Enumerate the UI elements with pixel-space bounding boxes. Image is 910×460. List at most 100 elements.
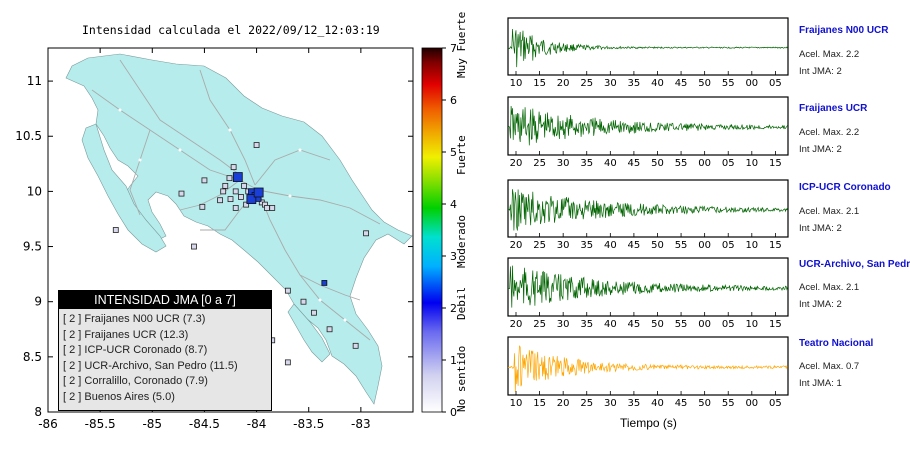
station-name-2: Fraijanes UCR	[799, 103, 868, 114]
time-tick-label: 35	[628, 78, 641, 89]
station-marker	[321, 280, 328, 286]
time-tick-label: 50	[651, 158, 664, 169]
station-name-5: Teatro Nacional	[799, 338, 874, 349]
map-frame	[47, 47, 414, 413]
time-tick-label: 20	[557, 78, 570, 89]
time-axis-label: Tiempo (s)	[620, 416, 677, 430]
time-tick-label: 10	[745, 319, 758, 330]
time-tick-label: 40	[604, 158, 617, 169]
time-tick-label: 25	[533, 319, 546, 330]
legend-title: INTENSIDAD JMA [0 a 7]	[59, 291, 271, 309]
station-marker	[232, 172, 243, 182]
station-marker-small	[232, 205, 239, 211]
colorbar-tick-label: 3	[450, 250, 457, 263]
station-marker-small	[311, 309, 317, 316]
time-tick-label: 20	[510, 319, 523, 330]
station-name-3: ICP-UCR Coronado	[799, 182, 891, 193]
time-tick-label: 50	[651, 319, 664, 330]
time-tick-label: 15	[533, 78, 546, 89]
colorbar-tick-label: 5	[450, 146, 457, 159]
time-tick-label: 30	[557, 158, 570, 169]
colorbar	[421, 47, 443, 413]
colorbar-label-muy-fuerte: Muy Fuerte	[455, 11, 468, 78]
lon-tick-label: -86	[38, 417, 58, 431]
time-tick-label: 05	[722, 319, 735, 330]
station-marker-small	[363, 230, 369, 237]
lon-tick-label: -84	[247, 417, 267, 431]
waveform-panel: 20 25 30 35 40 45 50 55 00 05 10 15	[507, 179, 789, 251]
time-tick-label: 55	[675, 319, 688, 330]
waveform-panel: 10 15 20 25 30 35 40 45 50 55 00 05	[507, 336, 789, 409]
station-marker-small	[300, 298, 307, 305]
time-tick-label: 15	[769, 158, 782, 169]
waveform-panel: 20 25 30 35 40 45 50 55 00 05 10 15	[507, 257, 789, 330]
time-tick-label: 35	[580, 319, 593, 330]
colorbar-label-no-sentido: No sentido	[455, 345, 468, 412]
time-tick-label: 45	[628, 158, 641, 169]
time-tick-label: 00	[745, 398, 758, 409]
station-jma-5: Int JMA: 1	[799, 378, 842, 389]
time-tick-label: 25	[533, 158, 546, 169]
station-marker-small	[220, 188, 227, 195]
time-tick-label: 05	[722, 158, 735, 169]
legend-row: [ 2 ] Fraijanes N00 UCR (7.3)	[63, 313, 206, 325]
station-marker-small	[226, 175, 233, 182]
waveform-panel: 20 25 30 35 40 45 50 55 00 05 10 15	[507, 96, 789, 169]
time-tick-label: 10	[745, 158, 758, 169]
lat-tick-label: 10.5	[15, 129, 42, 143]
colorbar-tick-label: 4	[450, 198, 457, 211]
time-tick-label: 25	[580, 78, 593, 89]
station-marker-small	[352, 342, 359, 349]
station-marker	[246, 194, 257, 205]
time-tick-label: 30	[604, 78, 617, 89]
colorbar-label-debil: Debil	[455, 286, 468, 320]
station-jma-4: Int JMA: 2	[799, 299, 842, 310]
time-tick-label: 10	[510, 398, 523, 409]
waveform-trace	[507, 105, 788, 146]
time-tick-label: 05	[769, 398, 782, 409]
time-tick-label: 55	[722, 398, 735, 409]
lat-tick-label: 9	[34, 295, 42, 309]
station-marker-small	[326, 326, 333, 333]
time-tick-label: 05	[722, 240, 735, 251]
time-tick-label: 40	[604, 240, 617, 251]
time-tick-label: 50	[651, 240, 664, 251]
station-accel-4: Acel. Max. 2.1	[799, 282, 860, 293]
time-tick-label: 20	[510, 158, 523, 169]
time-tick-label: 15	[769, 240, 782, 251]
lon-tick-label: -85	[142, 417, 162, 431]
time-tick-label: 00	[698, 158, 711, 169]
station-marker-small	[232, 188, 239, 195]
time-tick-label: 45	[675, 78, 688, 89]
station-marker-small	[199, 203, 206, 210]
station-accel-2: Acel. Max. 2.2	[799, 127, 860, 138]
station-marker-small	[191, 243, 197, 250]
time-tick-label: 50	[698, 398, 711, 409]
time-tick-label: 10	[510, 78, 523, 89]
time-tick-label: 45	[628, 319, 641, 330]
colorbar-tick-label: 0	[450, 406, 457, 419]
time-tick-label: 00	[698, 240, 711, 251]
station-accel-1: Acel. Max. 2.2	[799, 49, 860, 60]
station-marker-small	[201, 177, 208, 184]
time-tick-label: 25	[580, 398, 593, 409]
lon-tick-label: -83.5	[293, 417, 324, 431]
waveform-trace	[507, 345, 788, 393]
lat-tick-label: 11	[27, 74, 42, 88]
lon-tick-label: -84.5	[189, 417, 220, 431]
station-marker-small	[241, 182, 247, 189]
station-marker-small	[217, 197, 223, 204]
costa-rica-land	[65, 53, 413, 405]
time-tick-label: 30	[557, 240, 570, 251]
legend-row: [ 2 ] Fraijanes UCR (12.3)	[63, 328, 189, 341]
intensity-map-panel: Intensidad calculada el 2022/09/12_12:03…	[15, 11, 468, 431]
time-tick-label: 30	[557, 319, 570, 330]
legend-row: [ 2 ] Buenos Aires (5.0)	[63, 390, 175, 403]
time-tick-label: 30	[604, 398, 617, 409]
time-tick-label: 40	[651, 398, 664, 409]
time-tick-label: 50	[698, 78, 711, 89]
station-marker-small	[284, 287, 291, 294]
time-tick-label: 55	[675, 240, 688, 251]
time-tick-label: 10	[745, 240, 758, 251]
time-tick-label: 55	[675, 158, 688, 169]
